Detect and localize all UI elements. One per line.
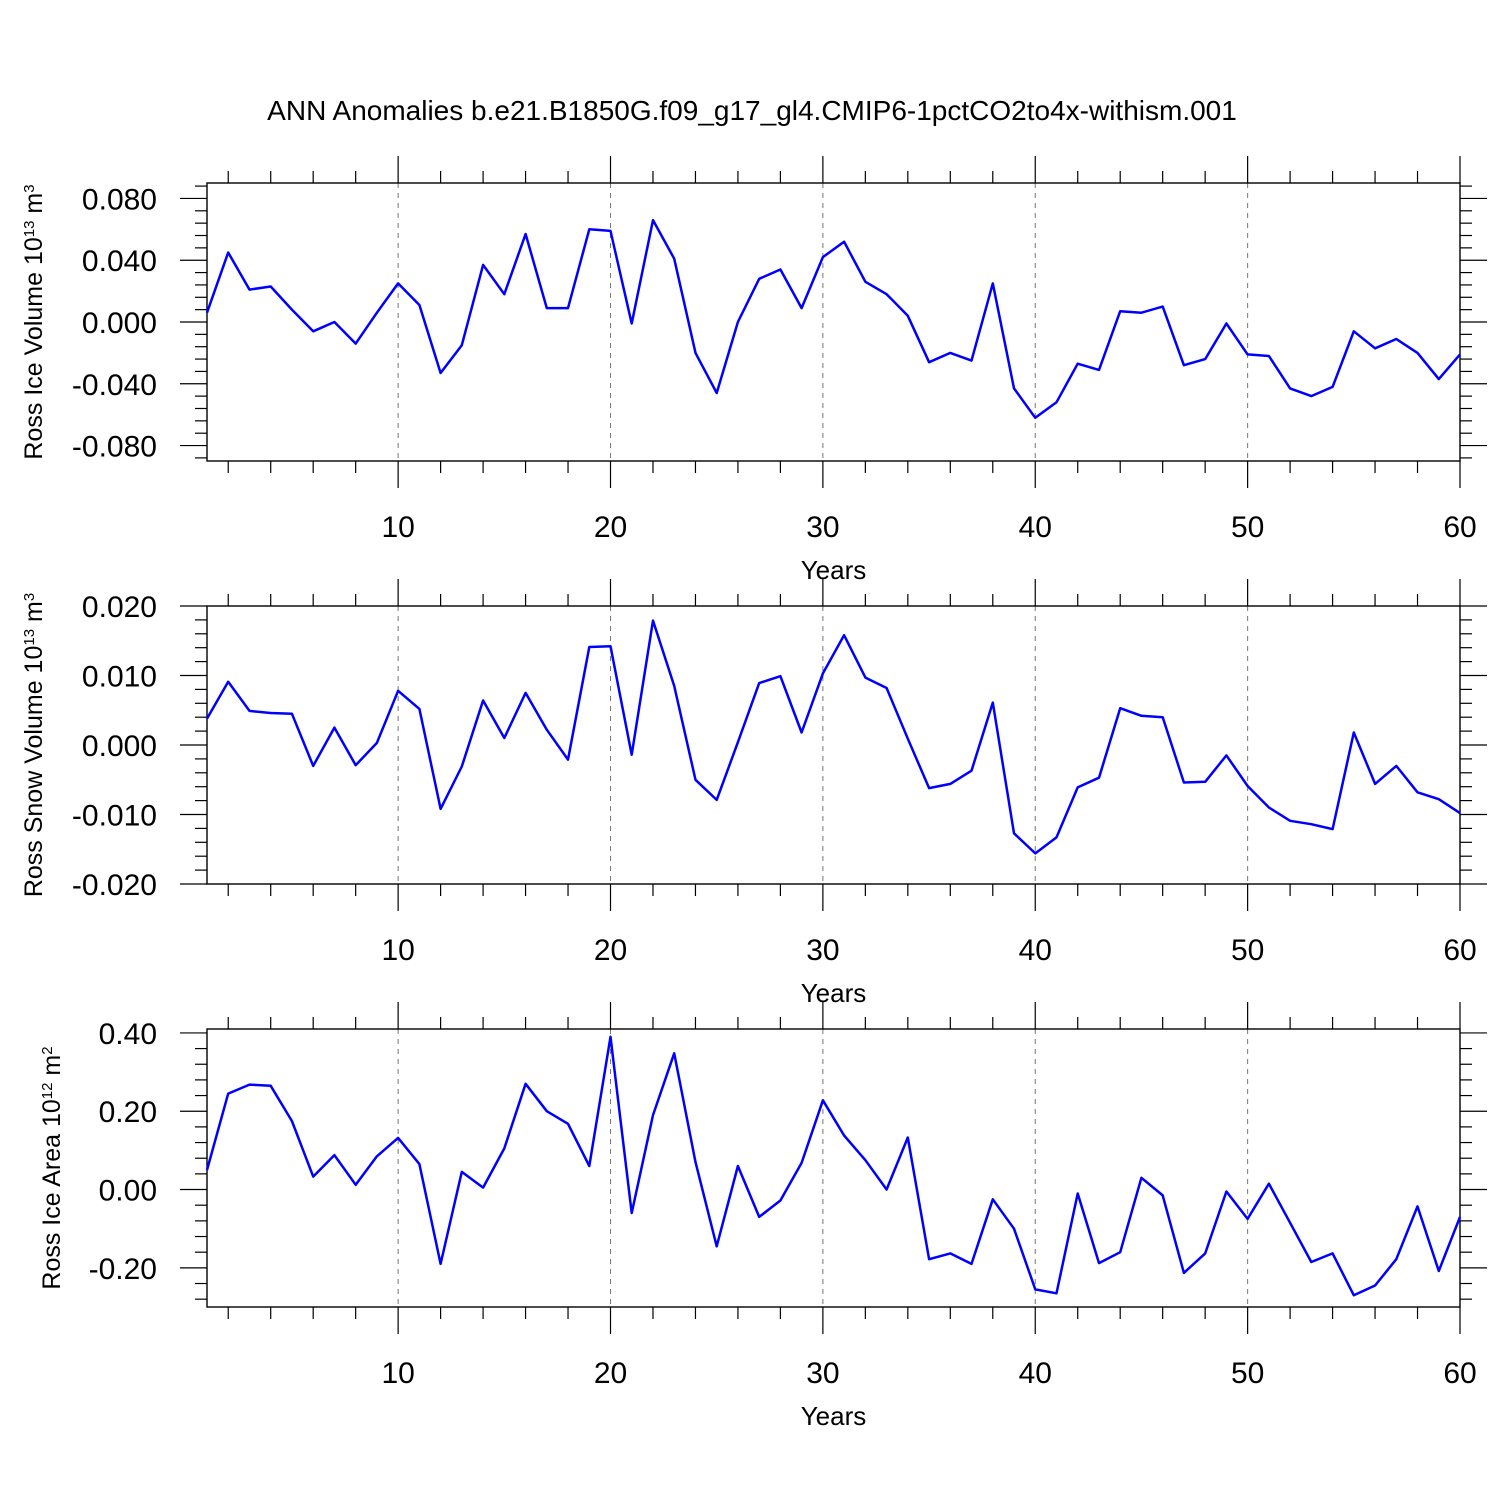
panel-ice-volume: 10 20 30 40 50 60 0.080 0.040 0.000 -0.040 -0.080 Y… xyxy=(20,156,1487,585)
ice-area-ylabel-ylabel-unit-exponent: 2 xyxy=(39,1046,56,1054)
ice-area-ylabel: Ross Ice Area 1012 m2 xyxy=(38,1046,66,1289)
snow-volume-xtick-label: 60 xyxy=(1443,934,1476,967)
ice-area-xtick-label: 10 xyxy=(381,1357,414,1390)
ice-volume-xtick-label: 40 xyxy=(1019,511,1052,544)
snow-volume-ylabel-ylabel-unit-exponent: 3 xyxy=(21,593,38,601)
snow-volume-frame xyxy=(206,605,1461,885)
ice-volume-xtick-label: 30 xyxy=(806,511,839,544)
ice-volume-xtick-label: 60 xyxy=(1443,511,1476,544)
snow-volume-ylabel-ylabel: Ross Snow Volume 10 xyxy=(20,646,48,898)
panel-snow-volume: 10 20 30 40 50 60 0.020 0.010 0.000 -0.010 -0.020 Y… xyxy=(20,579,1487,1008)
snow-volume-xtick-label: 50 xyxy=(1231,934,1264,967)
ice-area-ylabel-ylabel-unit: m xyxy=(38,1055,66,1083)
snow-volume-xtick-label: 40 xyxy=(1019,934,1052,967)
panel-ice-area: 10 20 30 40 50 60 0.40 0.20 0.00 -0.20 Years Ross I… xyxy=(38,1002,1487,1431)
snow-volume-xtick-label: 20 xyxy=(594,934,627,967)
ice-area-xlabel: Years xyxy=(801,1401,867,1431)
ice-area-ylabel-ylabel: Ross Ice Area 10 xyxy=(38,1099,66,1289)
snow-volume-xlabel: Years xyxy=(801,978,867,1008)
ice-volume-xtick-label: 50 xyxy=(1231,511,1264,544)
ice-area-xtick-label: 40 xyxy=(1019,1357,1052,1390)
snow-volume-ylabel-ylabel-exponent: 13 xyxy=(21,629,38,646)
ice-area-xtick-label: 50 xyxy=(1231,1357,1264,1390)
ice-volume-ylabel-ylabel: Ross Ice Volume 10 xyxy=(20,237,48,459)
snow-volume-ytick-label: -0.020 xyxy=(72,869,157,902)
ice-area-ylabel-ylabel-exponent: 12 xyxy=(39,1083,56,1100)
ice-volume-xlabel: Years xyxy=(801,555,867,585)
snow-volume-series-line xyxy=(205,619,1461,855)
snow-volume-ytick-label: 0.020 xyxy=(82,591,157,624)
ice-area-ytick-label: 0.20 xyxy=(99,1096,157,1129)
ice-volume-ytick-label: -0.040 xyxy=(72,369,157,402)
snow-volume-ytick-label: -0.010 xyxy=(72,800,157,833)
ice-volume-ytick-label: 0.080 xyxy=(82,183,157,216)
ice-area-ytick-label: -0.20 xyxy=(89,1253,157,1286)
ice-area-xtick-label: 30 xyxy=(806,1357,839,1390)
ice-volume-xtick-label: 10 xyxy=(381,511,414,544)
figure-title: ANN Anomalies b.e21.B1850G.f09_g17_gl4.C… xyxy=(267,95,1237,126)
snow-volume-ylabel: Ross Snow Volume 1013 m3 xyxy=(20,593,48,897)
ice-volume-series-line xyxy=(205,218,1461,420)
snow-volume-xtick-label: 10 xyxy=(381,934,414,967)
ice-area-xtick-label: 20 xyxy=(594,1357,627,1390)
snow-volume-ytick-label: 0.010 xyxy=(82,661,157,694)
ice-area-ytick-label: 0.40 xyxy=(99,1018,157,1051)
ice-area-ytick-label: 0.00 xyxy=(99,1175,157,1208)
ice-volume-ytick-label: 0.040 xyxy=(82,245,157,278)
snow-volume-xtick-label: 30 xyxy=(806,934,839,967)
ice-volume-ylabel: Ross Ice Volume 1013 m3 xyxy=(20,184,48,459)
ice-area-xtick-label: 60 xyxy=(1443,1357,1476,1390)
ice-volume-ylabel-ylabel-unit-exponent: 3 xyxy=(21,184,38,192)
ice-volume-ylabel-ylabel-exponent: 13 xyxy=(21,221,38,238)
snow-volume-ylabel-ylabel-unit: m xyxy=(20,601,48,629)
snow-volume-ytick-label: 0.000 xyxy=(82,730,157,763)
ice-volume-frame xyxy=(206,182,1461,462)
ice-volume-ytick-label: 0.000 xyxy=(82,307,157,340)
ice-area-frame xyxy=(206,1028,1461,1308)
ice-volume-xtick-label: 20 xyxy=(594,511,627,544)
ice-volume-ytick-label: -0.080 xyxy=(72,431,157,464)
ice-volume-ylabel-ylabel-unit: m xyxy=(20,193,48,221)
ice-area-series-line xyxy=(205,1035,1462,1297)
